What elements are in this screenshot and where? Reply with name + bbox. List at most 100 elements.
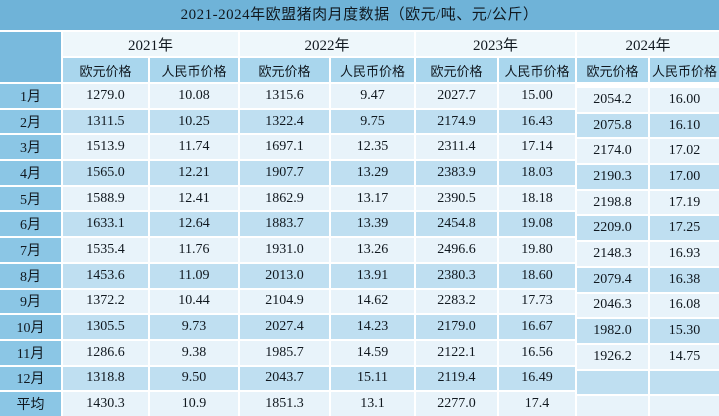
price-cell: 1931.0 <box>240 238 329 262</box>
price-cell: 1372.2 <box>63 289 148 314</box>
price-cell: 13.1 <box>331 392 414 416</box>
price-cell: 13.39 <box>331 212 414 237</box>
price-cell: 16.00 <box>650 88 719 112</box>
price-cell: 2174.9 <box>416 109 497 134</box>
corner-cell <box>0 32 61 82</box>
price-cell: 2075.8 <box>577 113 648 138</box>
price-cell: 17.4 <box>499 392 575 416</box>
price-cell: 2104.9 <box>240 289 329 314</box>
price-cell: 1311.5 <box>63 109 148 134</box>
month-label: 11月 <box>0 340 61 365</box>
price-cell: 2148.3 <box>577 242 648 266</box>
price-cell: 2027.7 <box>416 84 497 108</box>
price-cell: 19.80 <box>499 238 575 262</box>
price-cell: 17.19 <box>650 190 719 215</box>
price-cell: 2283.2 <box>416 289 497 314</box>
subheader-eur-2022: 欧元价格 <box>240 58 329 82</box>
price-cell: 13.91 <box>331 263 414 288</box>
price-cell: 18.18 <box>499 186 575 211</box>
price-cell <box>577 370 648 395</box>
price-cell: 10.44 <box>150 289 238 314</box>
month-label: 8月 <box>0 263 61 288</box>
price-cell: 17.73 <box>499 289 575 314</box>
price-cell: 17.02 <box>650 139 719 164</box>
price-cell: 15.30 <box>650 319 719 343</box>
price-cell: 1318.8 <box>63 366 148 391</box>
month-label: 2月 <box>0 109 61 134</box>
price-cell: 1315.6 <box>240 84 329 108</box>
month-label: 5月 <box>0 186 61 211</box>
price-cell: 16.56 <box>499 340 575 365</box>
price-cell: 2119.4 <box>416 366 497 391</box>
price-cell: 1862.9 <box>240 186 329 211</box>
price-cell: 16.10 <box>650 113 719 138</box>
price-cell: 2046.3 <box>577 293 648 318</box>
price-cell: 10.08 <box>150 84 238 108</box>
price-cell: 1982.0 <box>577 319 648 343</box>
price-cell: 2054.2 <box>577 88 648 112</box>
price-cell: 2277.0 <box>416 392 497 416</box>
price-cell: 17.00 <box>650 165 719 189</box>
year-header-2021: 2021年 <box>63 32 238 56</box>
price-cell: 2122.1 <box>416 340 497 365</box>
subheader-cny-2021: 人民币价格 <box>150 58 238 82</box>
price-cell: 1926.2 <box>577 344 648 369</box>
price-cell: 10.9 <box>150 392 238 416</box>
price-cell: 2043.7 <box>240 366 329 391</box>
price-cell: 2198.8 <box>577 190 648 215</box>
month-label: 10月 <box>0 315 61 339</box>
price-cell: 2383.9 <box>416 161 497 185</box>
subheader-cny-2023: 人民币价格 <box>499 58 575 82</box>
price-cell: 2179.0 <box>416 315 497 339</box>
price-cell: 1305.5 <box>63 315 148 339</box>
year-header-2023: 2023年 <box>416 32 575 56</box>
price-cell: 16.93 <box>650 242 719 266</box>
price-cell: 14.23 <box>331 315 414 339</box>
price-cell: 17.14 <box>499 135 575 160</box>
price-cell: 1883.7 <box>240 212 329 237</box>
year-header-2022: 2022年 <box>240 32 414 56</box>
price-cell: 12.35 <box>331 135 414 160</box>
month-label: 9月 <box>0 289 61 314</box>
price-cell: 9.75 <box>331 109 414 134</box>
price-cell: 1279.0 <box>63 84 148 108</box>
price-cell: 16.08 <box>650 293 719 318</box>
price-cell: 2209.0 <box>577 216 648 241</box>
price-cell: 2190.3 <box>577 165 648 189</box>
price-cell: 1322.4 <box>240 109 329 134</box>
table-title: 2021-2024年欧盟猪肉月度数据（欧元/吨、元/公斤） <box>0 0 719 30</box>
subheader-cny-2022: 人民币价格 <box>331 58 414 82</box>
column-2024-eur: 2054.2 2075.8 2174.0 2190.3 2198.8 2209.0 2148… <box>577 84 648 416</box>
price-cell: 13.17 <box>331 186 414 211</box>
month-label: 3月 <box>0 135 61 160</box>
price-cell: 13.26 <box>331 238 414 262</box>
price-cell: 14.62 <box>331 289 414 314</box>
price-cell: 10.25 <box>150 109 238 134</box>
price-cell: 2496.6 <box>416 238 497 262</box>
month-label: 平均 <box>0 392 61 416</box>
price-cell: 2311.4 <box>416 135 497 160</box>
price-cell: 1513.9 <box>63 135 148 160</box>
month-label: 7月 <box>0 238 61 262</box>
price-cell: 1430.3 <box>63 392 148 416</box>
subheader-cny-2024: 人民币价格 <box>650 58 719 82</box>
price-cell: 9.50 <box>150 366 238 391</box>
price-cell: 1907.7 <box>240 161 329 185</box>
price-cell: 13.29 <box>331 161 414 185</box>
price-cell <box>650 370 719 395</box>
price-cell: 1535.4 <box>63 238 148 262</box>
month-label: 4月 <box>0 161 61 185</box>
price-cell: 2454.8 <box>416 212 497 237</box>
price-cell: 15.11 <box>331 366 414 391</box>
price-cell: 2390.5 <box>416 186 497 211</box>
price-cell <box>650 396 719 416</box>
price-cell: 12.64 <box>150 212 238 237</box>
price-cell: 12.21 <box>150 161 238 185</box>
subheader-eur-2021: 欧元价格 <box>63 58 148 82</box>
price-cell: 2380.3 <box>416 263 497 288</box>
price-cell: 11.76 <box>150 238 238 262</box>
price-cell: 16.67 <box>499 315 575 339</box>
price-cell: 2174.0 <box>577 139 648 164</box>
column-2024-cny: 16.00 16.10 17.02 17.00 17.19 17.25 16.93 16.38… <box>650 84 719 416</box>
